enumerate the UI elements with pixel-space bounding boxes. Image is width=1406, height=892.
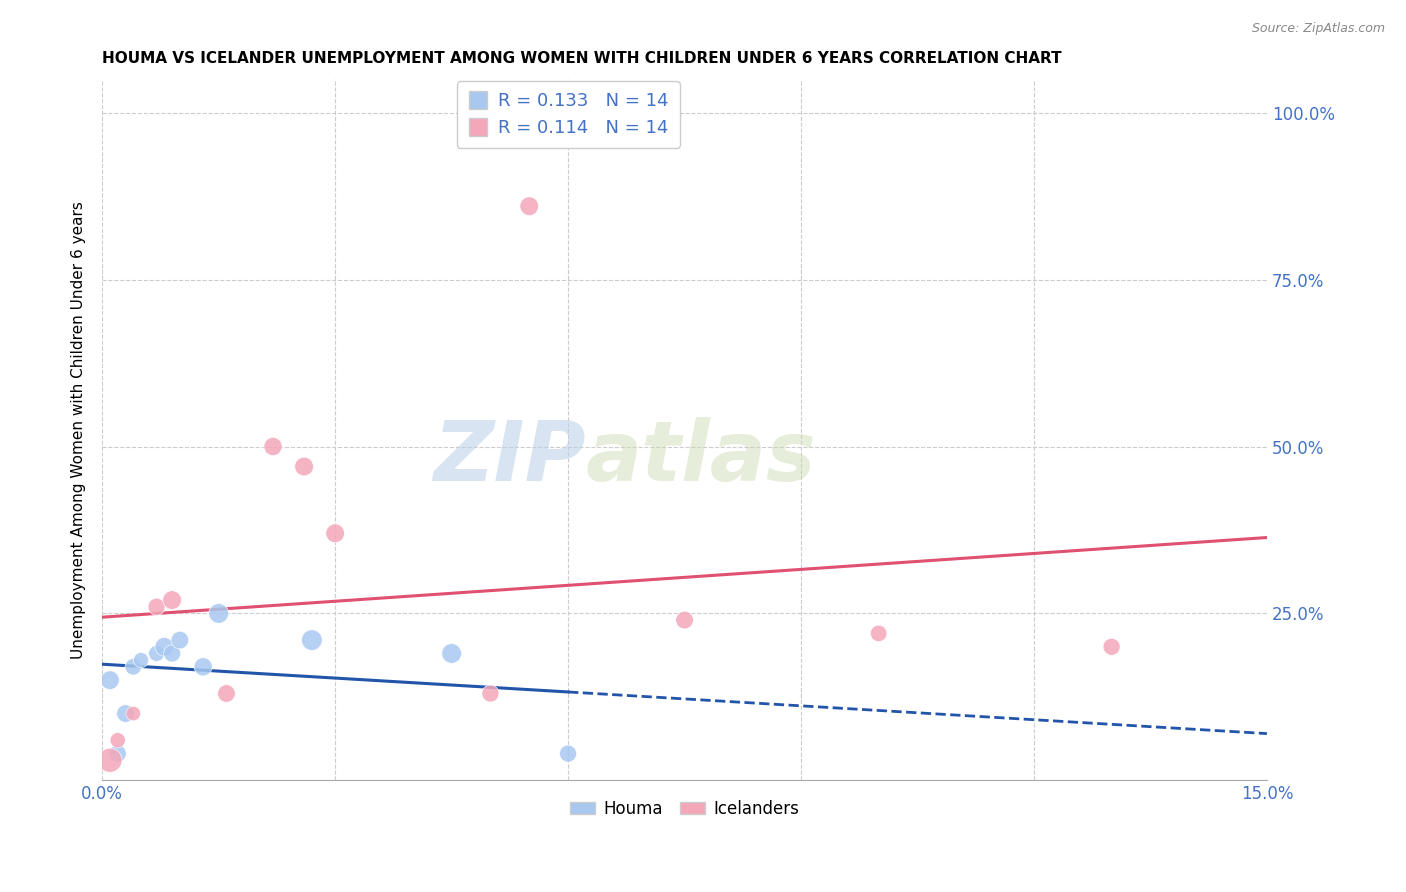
Point — [107, 747, 129, 761]
Point — [98, 673, 121, 688]
Point — [129, 653, 152, 667]
Point — [169, 633, 191, 648]
Point — [107, 733, 129, 747]
Point — [673, 613, 696, 627]
Point — [208, 607, 231, 621]
Point — [114, 706, 136, 721]
Point — [1101, 640, 1123, 654]
Y-axis label: Unemployment Among Women with Children Under 6 years: Unemployment Among Women with Children U… — [72, 201, 86, 659]
Point — [479, 686, 502, 700]
Point — [868, 626, 890, 640]
Point — [145, 599, 167, 614]
Text: ZIP: ZIP — [433, 417, 585, 499]
Text: HOUMA VS ICELANDER UNEMPLOYMENT AMONG WOMEN WITH CHILDREN UNDER 6 YEARS CORRELAT: HOUMA VS ICELANDER UNEMPLOYMENT AMONG WO… — [103, 51, 1062, 66]
Point — [191, 660, 214, 674]
Point — [323, 526, 346, 541]
Point — [262, 440, 284, 454]
Point — [98, 753, 121, 767]
Point — [301, 633, 323, 648]
Point — [517, 199, 540, 213]
Point — [440, 647, 463, 661]
Point — [122, 706, 145, 721]
Point — [557, 747, 579, 761]
Point — [292, 459, 315, 474]
Legend: Houma, Icelanders: Houma, Icelanders — [564, 793, 806, 824]
Point — [160, 647, 183, 661]
Point — [160, 593, 183, 607]
Text: atlas: atlas — [585, 417, 815, 499]
Point — [145, 647, 167, 661]
Point — [215, 686, 238, 700]
Text: Source: ZipAtlas.com: Source: ZipAtlas.com — [1251, 22, 1385, 36]
Point — [122, 660, 145, 674]
Point — [153, 640, 176, 654]
